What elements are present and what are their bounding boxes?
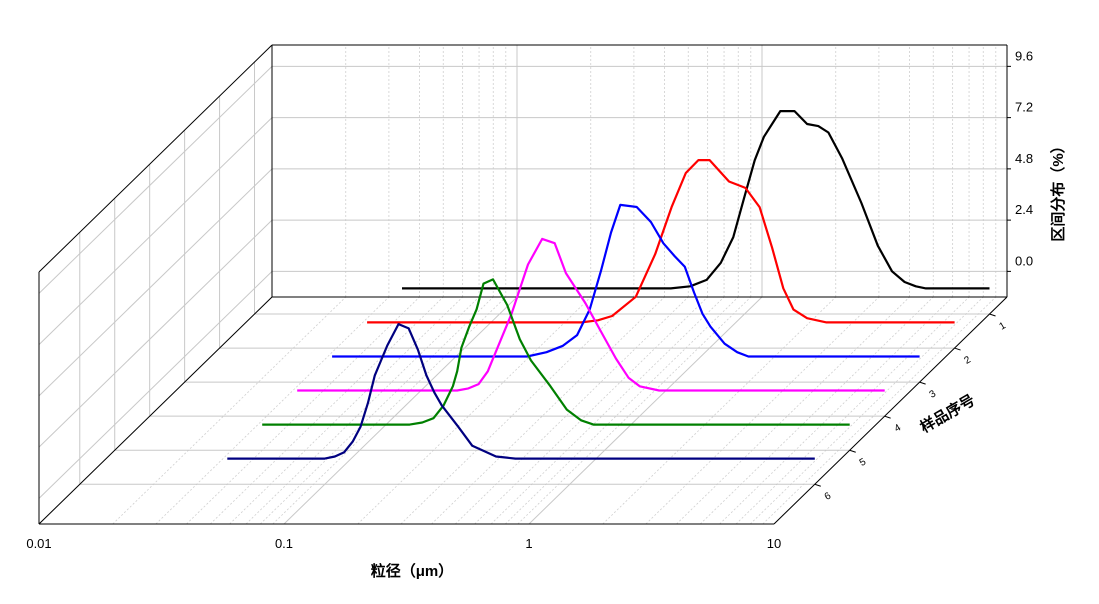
- floor-minor-gridline: [454, 296, 689, 525]
- floor-minor-gridline: [155, 296, 390, 525]
- z-tick-label: 6: [823, 490, 834, 503]
- floor-minor-gridline: [209, 296, 444, 525]
- left-top-edge: [38, 44, 273, 273]
- floor-minor-gridline: [735, 296, 970, 525]
- floor-minor-gridline: [259, 296, 494, 525]
- floor-minor-gridline: [112, 296, 347, 525]
- series-layer: [227, 109, 990, 460]
- series-line-2: [367, 159, 955, 324]
- series-line-4: [297, 237, 885, 392]
- side-wall-y-gridline: [38, 168, 273, 397]
- z-tick-label: 4: [893, 422, 904, 435]
- x-tick-label: 0.1: [275, 536, 293, 551]
- floor-minor-gridline: [504, 296, 739, 525]
- floor-minor-gridline: [357, 296, 592, 525]
- z-tick-label: 5: [858, 456, 869, 469]
- left-bottom-edge: [38, 296, 273, 525]
- z-tick-mark: [989, 313, 996, 317]
- floor-minor-gridline: [272, 296, 507, 525]
- series-line-3: [332, 203, 920, 358]
- x-axis-title: 粒径（μm）: [371, 562, 454, 580]
- side-wall-y-gridline: [38, 271, 273, 499]
- x-tick-label: 1: [525, 536, 532, 551]
- series-line-5: [262, 278, 850, 426]
- floor-minor-gridline: [517, 296, 752, 525]
- z-tick-label: 3: [928, 388, 939, 401]
- x-tick-label: 0.01: [26, 536, 51, 551]
- z-tick-label: 2: [963, 354, 974, 367]
- side-wall-y-gridline: [38, 65, 273, 294]
- y-tick-label: 9.6: [1015, 48, 1033, 63]
- z-tick-mark: [849, 449, 856, 453]
- right-bottom-edge: [773, 296, 1008, 525]
- side-wall-y-gridline: [38, 117, 273, 345]
- x-tick-label: 10: [767, 536, 781, 551]
- floor-minor-gridline: [602, 296, 837, 525]
- floor-minor-gridline: [676, 296, 910, 525]
- z-tick-label: 1: [998, 320, 1009, 333]
- y-tick-label: 2.4: [1015, 202, 1033, 217]
- floor-minor-gridline: [186, 296, 420, 525]
- y-tick-label: 7.2: [1015, 100, 1033, 115]
- series-line-1: [402, 109, 990, 290]
- chart-walls: [38, 44, 1008, 525]
- series-line-6: [227, 323, 815, 460]
- floor-gridline: [283, 296, 518, 525]
- side-wall-y-gridline: [38, 219, 273, 448]
- z-tick-mark: [884, 415, 891, 419]
- y-axis-title: 区间分布（%）: [1049, 138, 1067, 241]
- z-tick-mark: [919, 381, 926, 385]
- floor-minor-gridline: [719, 296, 953, 525]
- z-axis-title: 样品序号: [917, 391, 978, 437]
- floor-minor-gridline: [245, 296, 480, 525]
- z-tick-mark: [814, 483, 821, 487]
- floor-minor-gridline: [490, 296, 725, 525]
- z-tick-mark: [954, 347, 961, 351]
- tick-layer: 0.01 0.1 1 10 0.0 2.4 4.8 7.2 9.6 1 2 3 4 5 6: [26, 48, 1033, 551]
- y-tick-label: 4.8: [1015, 151, 1033, 166]
- floor-minor-gridline: [474, 296, 708, 525]
- floor-minor-gridline: [645, 296, 880, 525]
- floor-minor-gridline: [229, 296, 463, 525]
- floor-gridline: [528, 296, 763, 525]
- y-tick-label: 0.0: [1015, 253, 1033, 268]
- floor-minor-gridline: [699, 296, 934, 525]
